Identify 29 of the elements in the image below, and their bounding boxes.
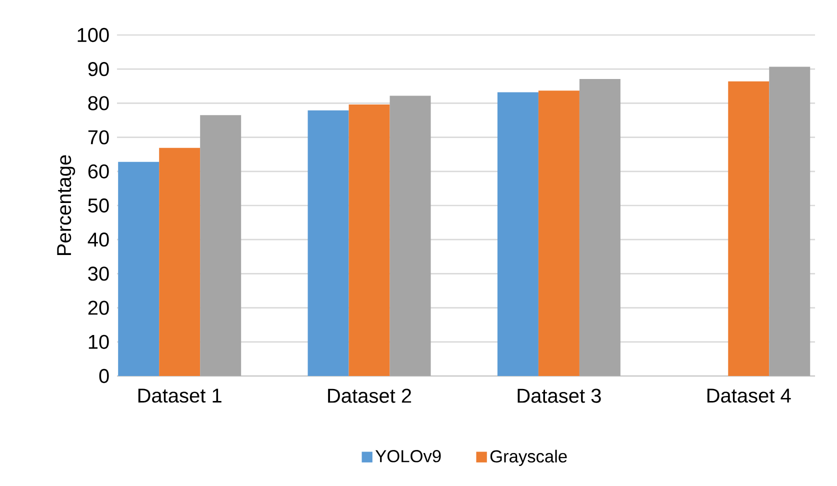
bar [728,81,770,376]
y-tick-label: 20 [88,300,109,315]
bar [497,92,538,376]
y-axis-title: Percentage [57,155,76,256]
bar [118,162,160,376]
y-tick-label: 10 [88,334,109,349]
y-tick-label: 100 [78,28,109,42]
y-tick-label: 90 [88,62,109,76]
y-tick-label: 0 [99,368,109,384]
y-tick-label: 40 [88,232,109,247]
y-tick-label: 60 [88,164,109,178]
y-tick-label: 80 [88,96,109,110]
x-tick-label: Dataset 2 [328,388,412,403]
bar [769,66,810,376]
legend-label: YOLOv9 [375,450,441,462]
y-tick-label: 30 [88,266,109,281]
bar [390,96,431,376]
y-tick-label: 70 [88,130,109,144]
bar [200,115,242,376]
bar [538,90,580,376]
bar [348,104,390,376]
x-tick-label: Dataset 3 [518,388,601,403]
legend-label: Grayscale [490,450,567,466]
x-tick-label: Dataset 4 [707,388,791,403]
y-tick-label: 50 [88,198,109,213]
bar [579,78,620,376]
bar [159,148,200,376]
bar [308,110,349,376]
x-tick-label: Dataset 1 [138,388,222,403]
